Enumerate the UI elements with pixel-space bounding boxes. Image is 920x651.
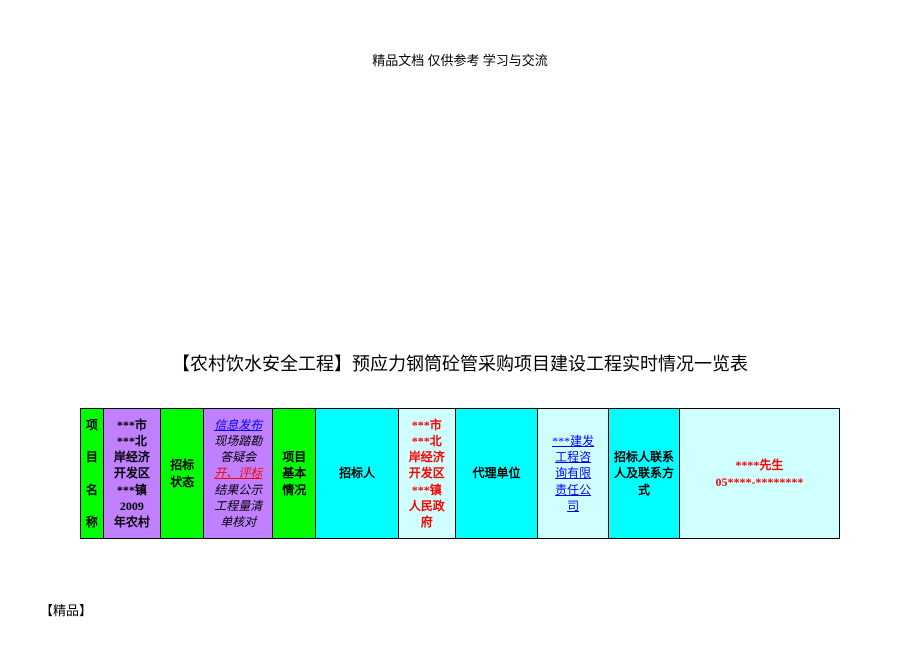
table-row: 项 目 名 称 ***市***北岸经济开发区***镇2009年农村 招标状态 信… bbox=[81, 409, 840, 539]
cell-tenderer-value: ***市***北岸经济开发区***镇人民政府 bbox=[398, 409, 455, 539]
cell-bid-status-value: 信息发布现场踏勘答疑会开、评标结果公示工程量清单核对 bbox=[204, 409, 273, 539]
footer-note: 【精品】 bbox=[40, 600, 92, 619]
cell-project-name-value: ***市***北岸经济开发区***镇2009年农村 bbox=[103, 409, 160, 539]
cell-tenderer-header: 招标人 bbox=[316, 409, 398, 539]
cell-agency-header: 代理单位 bbox=[455, 409, 537, 539]
page-title: 【农村饮水安全工程】预应力钢筒砼管采购项目建设工程实时情况一览表 bbox=[0, 350, 920, 376]
cell-contact-value: ****先生05****-******** bbox=[679, 409, 839, 539]
cell-basic-info-header: 项目基本情况 bbox=[273, 409, 316, 539]
cell-project-name-header: 项 目 名 称 bbox=[81, 409, 104, 539]
cell-contact-header: 招标人联系人及联系方式 bbox=[609, 409, 680, 539]
data-table: 项 目 名 称 ***市***北岸经济开发区***镇2009年农村 招标状态 信… bbox=[80, 408, 840, 539]
header-note: 精品文档 仅供参考 学习与交流 bbox=[0, 50, 920, 69]
cell-agency-value: ***建发工程咨询有限责任公司 bbox=[538, 409, 609, 539]
cell-bid-status-header: 招标状态 bbox=[161, 409, 204, 539]
